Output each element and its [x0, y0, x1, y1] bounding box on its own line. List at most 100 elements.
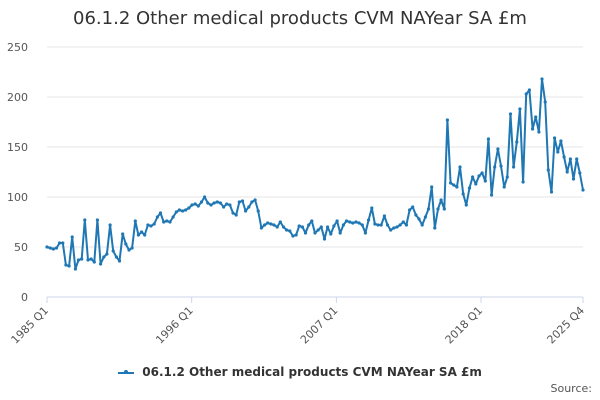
- data-point: [568, 157, 573, 161]
- data-point: [442, 207, 446, 211]
- data-point: [370, 206, 374, 210]
- data-point: [332, 224, 336, 228]
- data-point: [527, 88, 532, 92]
- data-point: [121, 232, 125, 236]
- data-point: [449, 181, 453, 185]
- data-point: [275, 225, 279, 229]
- data-point: [499, 164, 503, 168]
- data-point: [206, 201, 210, 205]
- data-point: [426, 207, 431, 211]
- data-point: [401, 220, 405, 224]
- data-point: [502, 185, 506, 189]
- legend-line-icon: [118, 369, 135, 374]
- y-tick-label: 0: [21, 291, 28, 304]
- data-point: [376, 223, 380, 227]
- data-point: [420, 223, 424, 227]
- data-point: [556, 150, 560, 154]
- data-point: [373, 222, 377, 226]
- data-point: [146, 223, 150, 227]
- data-point: [193, 202, 197, 206]
- data-point: [392, 226, 396, 230]
- data-point: [543, 100, 547, 104]
- data-point: [338, 231, 342, 235]
- data-point: [565, 170, 569, 174]
- data-point: [61, 241, 65, 245]
- data-point: [474, 182, 478, 186]
- data-point: [45, 245, 49, 249]
- data-point: [174, 210, 178, 214]
- data-point: [171, 215, 175, 219]
- data-point: [51, 247, 55, 251]
- data-point: [303, 231, 308, 235]
- data-point: [234, 213, 238, 217]
- data-point: [76, 258, 81, 262]
- data-point: [436, 207, 440, 211]
- data-point: [190, 203, 194, 207]
- data-point: [209, 203, 213, 207]
- data-point: [382, 214, 386, 218]
- data-point: [461, 192, 465, 196]
- data-point: [155, 215, 159, 219]
- data-point: [329, 232, 333, 236]
- data-point: [114, 255, 118, 259]
- data-point: [464, 203, 468, 207]
- data-point: [515, 140, 519, 144]
- data-point: [354, 220, 358, 224]
- data-point: [505, 175, 509, 179]
- data-point: [294, 233, 298, 237]
- data-point: [467, 186, 472, 190]
- data-point: [486, 137, 490, 141]
- data-point: [203, 195, 207, 199]
- data-point: [439, 198, 443, 202]
- data-point: [83, 218, 87, 222]
- data-point: [408, 208, 412, 212]
- data-point: [458, 165, 462, 169]
- data-point: [452, 183, 456, 187]
- data-point: [127, 248, 131, 252]
- data-point: [524, 92, 528, 96]
- data-point: [240, 199, 245, 203]
- data-point: [124, 242, 128, 246]
- credits[interactable]: Source:: [550, 382, 593, 395]
- data-point: [575, 157, 579, 161]
- x-tick-label: 1985 Q1: [9, 304, 52, 347]
- data-point: [199, 200, 204, 204]
- data-point: [549, 190, 554, 194]
- data-point: [67, 264, 71, 268]
- data-point: [162, 220, 166, 224]
- data-point: [215, 200, 219, 204]
- data-point: [379, 223, 383, 227]
- data-point: [92, 260, 96, 264]
- legend[interactable]: 06.1.2 Other medical products CVM NAYear…: [0, 365, 600, 379]
- x-tick-label: 2007 Q1: [298, 304, 341, 347]
- data-point: [326, 225, 330, 229]
- data-point: [256, 209, 260, 213]
- data-point: [70, 235, 74, 239]
- data-point: [385, 223, 390, 227]
- series-group: [45, 77, 585, 271]
- data-point: [389, 228, 393, 232]
- data-point: [105, 252, 109, 256]
- series-line: [46, 78, 584, 270]
- x-tick-label: 1996 Q1: [153, 304, 196, 347]
- data-point: [136, 233, 140, 237]
- data-point: [212, 201, 216, 205]
- data-point: [266, 221, 270, 225]
- y-tick-label: 200: [7, 91, 28, 104]
- data-point: [445, 118, 449, 122]
- data-point: [95, 218, 99, 222]
- y-tick-label: 100: [7, 191, 28, 204]
- legend-label: 06.1.2 Other medical products CVM NAYear…: [142, 365, 482, 379]
- data-point: [181, 209, 185, 213]
- data-point: [253, 198, 257, 202]
- data-point: [307, 223, 311, 227]
- data-point: [483, 179, 487, 183]
- data-point: [531, 127, 535, 131]
- data-point: [222, 205, 226, 209]
- data-point: [562, 155, 566, 159]
- data-point: [508, 112, 513, 116]
- data-point: [367, 218, 371, 222]
- data-point: [225, 202, 229, 206]
- data-point: [360, 223, 364, 227]
- x-tick-label: 2018 Q1: [443, 304, 486, 347]
